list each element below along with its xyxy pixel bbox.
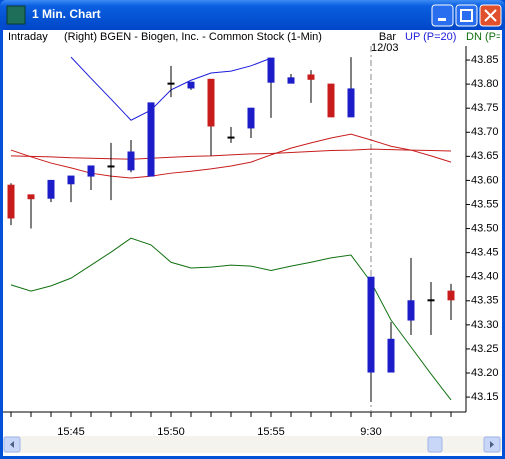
candle-body	[207, 78, 215, 127]
indicator-line	[10, 237, 452, 401]
y-tick-label: 43.65	[471, 150, 499, 162]
candle-body	[387, 338, 395, 373]
y-tick-label: 43.25	[471, 343, 499, 355]
legend-entry: DN (P=	[466, 31, 502, 43]
date-label: 12/03	[371, 42, 399, 54]
x-tick-label: 15:45	[57, 426, 85, 438]
candle-body	[187, 81, 195, 89]
y-tick-label: 43.80	[471, 78, 499, 90]
y-tick-label: 43.60	[471, 174, 499, 186]
candle-body	[427, 299, 435, 302]
candle-body	[107, 165, 115, 168]
candle-body	[167, 82, 175, 85]
candle-body	[367, 276, 375, 373]
minimize-button[interactable]	[431, 4, 454, 27]
chart-title: Intraday	[8, 31, 48, 43]
arrow-icon	[490, 441, 494, 448]
minimize-icon	[438, 18, 446, 21]
candle-body	[27, 194, 35, 200]
y-tick-label: 43.40	[471, 271, 499, 283]
arrow-icon	[10, 441, 14, 448]
plot-area	[7, 56, 455, 402]
y-tick-label: 43.85	[471, 54, 499, 66]
legend-entry: UP (P=20)	[405, 31, 456, 43]
indicator-line	[10, 148, 452, 160]
candle-body	[127, 151, 135, 171]
candle-body	[47, 179, 55, 199]
y-tick-label: 43.15	[471, 391, 499, 403]
legend: UP (P=20) DN (P=	[405, 31, 502, 43]
y-tick-label: 43.35	[471, 295, 499, 307]
close-icon	[484, 9, 497, 22]
candle-body	[147, 102, 155, 177]
candle-body	[327, 83, 335, 118]
scroll-thumb[interactable]	[427, 436, 443, 453]
y-tick-label: 43.45	[471, 247, 499, 259]
candle-body	[247, 107, 255, 129]
y-tick-label: 43.20	[471, 367, 499, 379]
x-tick-label: 15:50	[157, 426, 185, 438]
indicator-line	[10, 133, 452, 179]
chart-subtitle: (Right) BGEN - Biogen, Inc. - Common Sto…	[64, 31, 322, 43]
x-tick-label: 15:55	[257, 426, 285, 438]
maximize-icon	[460, 9, 473, 22]
candle-body	[267, 57, 275, 83]
candle-body	[447, 290, 455, 301]
scrollbar[interactable]	[3, 436, 502, 453]
y-tick-label: 43.30	[471, 319, 499, 331]
candle-body	[407, 300, 415, 321]
candle-body	[307, 74, 315, 80]
y-tick-label: 43.75	[471, 102, 499, 114]
app-icon	[6, 5, 26, 25]
title-bar	[0, 0, 505, 30]
y-tick-label: 43.50	[471, 222, 499, 234]
client-area	[3, 30, 502, 456]
x-tick-label: 9:30	[360, 426, 381, 438]
maximize-button[interactable]	[455, 4, 478, 27]
candle-body	[67, 175, 75, 185]
y-tick-label: 43.55	[471, 198, 499, 210]
candle-body	[7, 184, 15, 219]
legend-bar: Bar	[379, 31, 396, 43]
y-tick-label: 43.70	[471, 126, 499, 138]
candle-body	[87, 165, 95, 177]
candle-body	[287, 77, 295, 84]
candle-body	[347, 88, 355, 118]
window-title: 1 Min. Chart	[32, 7, 101, 21]
candle-body	[227, 136, 235, 139]
